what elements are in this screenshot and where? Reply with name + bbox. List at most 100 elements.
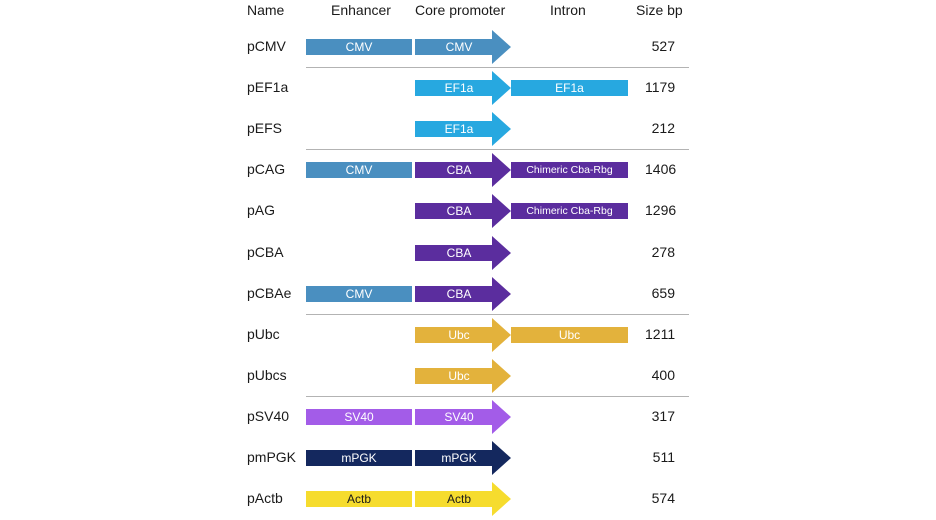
arrow-icon xyxy=(415,235,511,270)
intron-element: Ubc xyxy=(511,326,628,343)
arrow-icon xyxy=(415,194,511,229)
core-promoter-label: Actb xyxy=(446,492,471,507)
arrow-icon xyxy=(415,317,511,352)
promoter-name: pUbc xyxy=(247,325,280,342)
arrow-shape xyxy=(415,276,511,311)
promoter-name: pEFS xyxy=(247,120,283,137)
header-core-promoter: Core promoter xyxy=(415,2,506,18)
promoter-name: pSV40 xyxy=(247,407,290,424)
core-promoter-label: CBA xyxy=(446,286,472,301)
intron-element: Chimeric Cba-Rbg xyxy=(511,162,628,179)
promoter-row-pefs: pEFS EF1a 212 xyxy=(0,108,936,149)
promoter-name: pUbcs xyxy=(247,366,287,383)
promoter-name: pCBAe xyxy=(247,284,292,301)
size-value: 574 xyxy=(651,490,675,507)
arrow-icon xyxy=(415,112,511,147)
header-name: Name xyxy=(247,2,285,18)
size-value: 1179 xyxy=(645,79,676,96)
promoter-row-pubc: pUbc Ubc Ubc 1211 xyxy=(0,314,936,355)
arrow-shape xyxy=(415,235,511,270)
promoter-name: pActb xyxy=(247,490,283,507)
promoter-row-pcmv: pCMV CMV CMV 527 xyxy=(0,26,936,67)
arrow-icon xyxy=(415,358,511,393)
promoter-row-pactb: pActb Actb Actb 574 xyxy=(0,478,936,519)
intron-element: EF1a xyxy=(511,80,628,97)
enhancer-element: CMV xyxy=(306,39,412,55)
enhancer-element: CMV xyxy=(306,285,412,302)
size-value: 317 xyxy=(651,407,675,424)
promoter-name: pCAG xyxy=(247,161,286,178)
header-size: Size bp xyxy=(636,2,683,18)
arrow-shape xyxy=(415,358,511,393)
arrow-icon xyxy=(415,399,511,434)
intron-element: Chimeric Cba-Rbg xyxy=(511,203,628,220)
size-value: 1296 xyxy=(645,202,677,219)
core-promoter-label: CMV xyxy=(445,40,473,54)
core-promoter-arrow: CBA xyxy=(415,194,511,229)
arrow-icon xyxy=(415,30,511,64)
arrow-shape xyxy=(415,399,511,434)
size-value: 527 xyxy=(651,38,675,54)
core-promoter-arrow: mPGK xyxy=(415,441,511,475)
core-promoter-arrow: Ubc xyxy=(415,358,511,393)
core-promoter-arrow: Actb xyxy=(415,482,511,517)
enhancer-element: CMV xyxy=(306,162,412,179)
promoter-name: pCMV xyxy=(247,38,286,54)
core-promoter-arrow: SV40 xyxy=(415,399,511,434)
enhancer-element: Actb xyxy=(306,491,412,508)
core-promoter-label: Ubc xyxy=(448,327,470,342)
promoter-row-pubcs: pUbcs Ubc 400 xyxy=(0,355,936,396)
arrow-shape xyxy=(415,112,511,147)
core-promoter-label: EF1a xyxy=(444,122,474,137)
core-promoter-arrow: CBA xyxy=(415,276,511,311)
core-promoter-arrow: EF1a xyxy=(415,112,511,147)
arrow-shape xyxy=(415,441,511,475)
arrow-icon xyxy=(415,71,511,106)
promoter-row-pag: pAG CBA Chimeric Cba-Rbg 1296 xyxy=(0,190,936,231)
size-value: 659 xyxy=(651,284,675,301)
size-value: 1406 xyxy=(645,161,677,178)
promoter-name: pEF1a xyxy=(247,79,289,96)
core-promoter-arrow: EF1a xyxy=(415,71,511,106)
arrow-shape xyxy=(415,317,511,352)
promoter-name: pmPGK xyxy=(247,449,297,465)
core-promoter-arrow: Ubc xyxy=(415,317,511,352)
core-promoter-label: CBA xyxy=(446,163,472,178)
enhancer-element: mPGK xyxy=(306,450,412,466)
size-value: 278 xyxy=(651,243,675,260)
group-separator xyxy=(306,313,689,315)
promoter-row-psv40: pSV40 SV40 SV40 317 xyxy=(0,396,936,437)
promoter-row-pcag: pCAG CMV CBA Chimeric Cba-Rbg 1406 xyxy=(0,149,936,190)
core-promoter-arrow: CMV xyxy=(415,30,511,64)
arrow-shape xyxy=(415,30,511,64)
promoter-row-pef1a: pEF1a EF1a EF1a 1179 xyxy=(0,67,936,108)
header-enhancer: Enhancer xyxy=(331,2,391,18)
core-promoter-label: CBA xyxy=(446,204,472,219)
arrow-icon xyxy=(415,441,511,475)
arrow-shape xyxy=(415,71,511,106)
group-separator xyxy=(306,67,689,69)
header-intron: Intron xyxy=(550,2,586,18)
size-value: 400 xyxy=(651,366,675,383)
arrow-icon xyxy=(415,482,511,517)
promoter-name: pCBA xyxy=(247,243,284,260)
promoter-row-pmpgk: pmPGK mPGK mPGK 511 xyxy=(0,437,936,478)
size-value: 511 xyxy=(652,449,675,465)
core-promoter-label: mPGK xyxy=(441,451,477,465)
core-promoter-arrow: CBA xyxy=(415,235,511,270)
core-promoter-arrow: CBA xyxy=(415,153,511,188)
group-separator xyxy=(306,149,689,151)
arrow-shape xyxy=(415,194,511,229)
arrow-icon xyxy=(415,276,511,311)
promoter-row-pcba: pCBA CBA 278 xyxy=(0,232,936,273)
promoter-name: pAG xyxy=(247,202,276,219)
core-promoter-label: EF1a xyxy=(444,81,474,96)
core-promoter-label: Ubc xyxy=(448,368,470,383)
core-promoter-label: CBA xyxy=(446,245,472,260)
arrow-shape xyxy=(415,153,511,188)
arrow-icon xyxy=(415,153,511,188)
promoter-row-pcbae: pCBAe CMV CBA 659 xyxy=(0,273,936,314)
size-value: 1211 xyxy=(645,325,676,342)
